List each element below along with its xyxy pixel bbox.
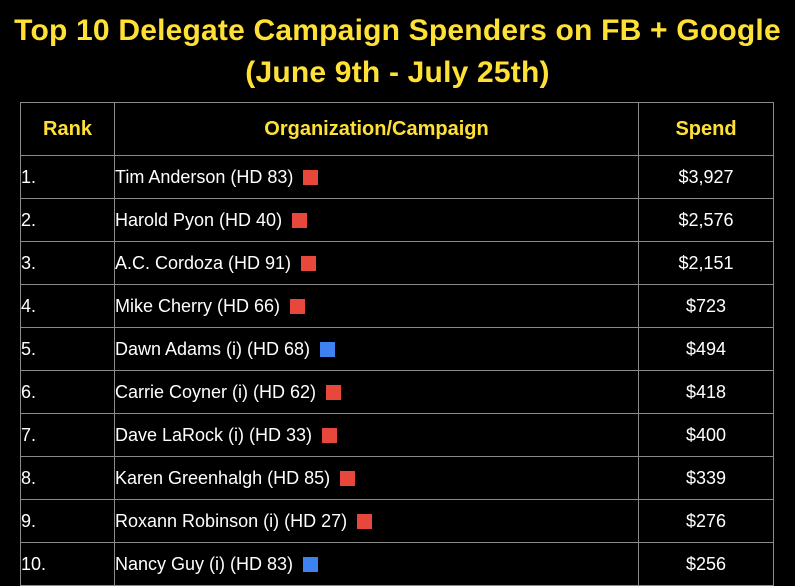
spend-cell: $3,927 (638, 155, 774, 199)
table-body: 1. Tim Anderson (HD 83) $3,927 2. Harold Pyo… (20, 155, 774, 586)
campaign-cell: Carrie Coyner (i) (HD 62) (114, 370, 639, 414)
spend-column-header: Spend (638, 102, 774, 156)
table-row: 5. Dawn Adams (i) (HD 68) $494 (20, 327, 774, 371)
table-row: 2. Harold Pyon (HD 40) $2,576 (20, 198, 774, 242)
rank-cell: 8. (20, 456, 115, 500)
rank-cell: 2. (20, 198, 115, 242)
spenders-table: Rank Organization/Campaign Spend 1. Tim A… (20, 102, 774, 586)
red-square-marker (322, 427, 338, 443)
rank-column-header: Rank (20, 102, 115, 156)
red-square-marker (292, 212, 308, 228)
rank-cell: 10. (20, 542, 115, 586)
campaign-cell: Harold Pyon (HD 40) (114, 198, 639, 242)
table-row: 4. Mike Cherry (HD 66) $723 (20, 284, 774, 328)
rank-cell: 4. (20, 284, 115, 328)
spend-cell: $339 (638, 456, 774, 500)
red-square-marker (301, 255, 317, 271)
spend-cell: $494 (638, 327, 774, 371)
chart-title: Top 10 Delegate Campaign Spenders on FB … (14, 14, 781, 89)
table-row: 7. Dave LaRock (i) (HD 33) $400 (20, 413, 774, 457)
campaign-name: Dawn Adams (i) (HD 68) (115, 338, 311, 359)
red-square-marker (326, 384, 342, 400)
campaign-cell: Dave LaRock (i) (HD 33) (114, 413, 639, 457)
spend-cell: $276 (638, 499, 774, 543)
table-row: 6. Carrie Coyner (i) (HD 62) $418 (20, 370, 774, 414)
rank-cell: 1. (20, 155, 115, 199)
campaign-cell: A.C. Cordoza (HD 91) (114, 241, 639, 285)
campaign-name: Tim Anderson (HD 83) (115, 166, 294, 187)
campaign-name: Roxann Robinson (i) (HD 27) (115, 510, 348, 531)
campaign-cell: Nancy Guy (i) (HD 83) (114, 542, 639, 586)
spend-cell: $256 (638, 542, 774, 586)
campaign-cell: Mike Cherry (HD 66) (114, 284, 639, 328)
table-row: 8. Karen Greenhalgh (HD 85) $339 (20, 456, 774, 500)
campaign-name: Karen Greenhalgh (HD 85) (115, 467, 331, 488)
campaign-name: Carrie Coyner (i) (HD 62) (115, 381, 317, 402)
red-square-marker (340, 470, 356, 486)
blue-square-marker (320, 341, 336, 357)
table-row: 10. Nancy Guy (i) (HD 83) $256 (20, 542, 774, 586)
rank-cell: 5. (20, 327, 115, 371)
campaign-cell: Tim Anderson (HD 83) (114, 155, 639, 199)
spend-cell: $2,576 (638, 198, 774, 242)
table-row: 3. A.C. Cordoza (HD 91) $2,151 (20, 241, 774, 285)
spend-cell: $400 (638, 413, 774, 457)
campaign-cell: Dawn Adams (i) (HD 68) (114, 327, 639, 371)
red-square-marker (303, 169, 319, 185)
campaign-cell: Roxann Robinson (i) (HD 27) (114, 499, 639, 543)
table-row: 9. Roxann Robinson (i) (HD 27) $276 (20, 499, 774, 543)
table-row: 1. Tim Anderson (HD 83) $3,927 (20, 155, 774, 199)
rank-cell: 7. (20, 413, 115, 457)
blue-square-marker (303, 556, 319, 572)
spend-cell: $2,151 (638, 241, 774, 285)
red-square-marker (357, 513, 373, 529)
rank-cell: 9. (20, 499, 115, 543)
spend-cell: $723 (638, 284, 774, 328)
rank-cell: 6. (20, 370, 115, 414)
organization-column-header: Organization/Campaign (114, 102, 639, 156)
campaign-cell: Karen Greenhalgh (HD 85) (114, 456, 639, 500)
campaign-name: Nancy Guy (i) (HD 83) (115, 553, 294, 574)
campaign-name: Harold Pyon (HD 40) (115, 209, 283, 230)
red-square-marker (290, 298, 306, 314)
rank-cell: 3. (20, 241, 115, 285)
campaign-name: A.C. Cordoza (HD 91) (115, 252, 292, 273)
spend-cell: $418 (638, 370, 774, 414)
campaign-name: Dave LaRock (i) (HD 33) (115, 424, 313, 445)
header-row: Rank Organization/Campaign Spend (20, 102, 774, 156)
campaign-name: Mike Cherry (HD 66) (115, 295, 281, 316)
